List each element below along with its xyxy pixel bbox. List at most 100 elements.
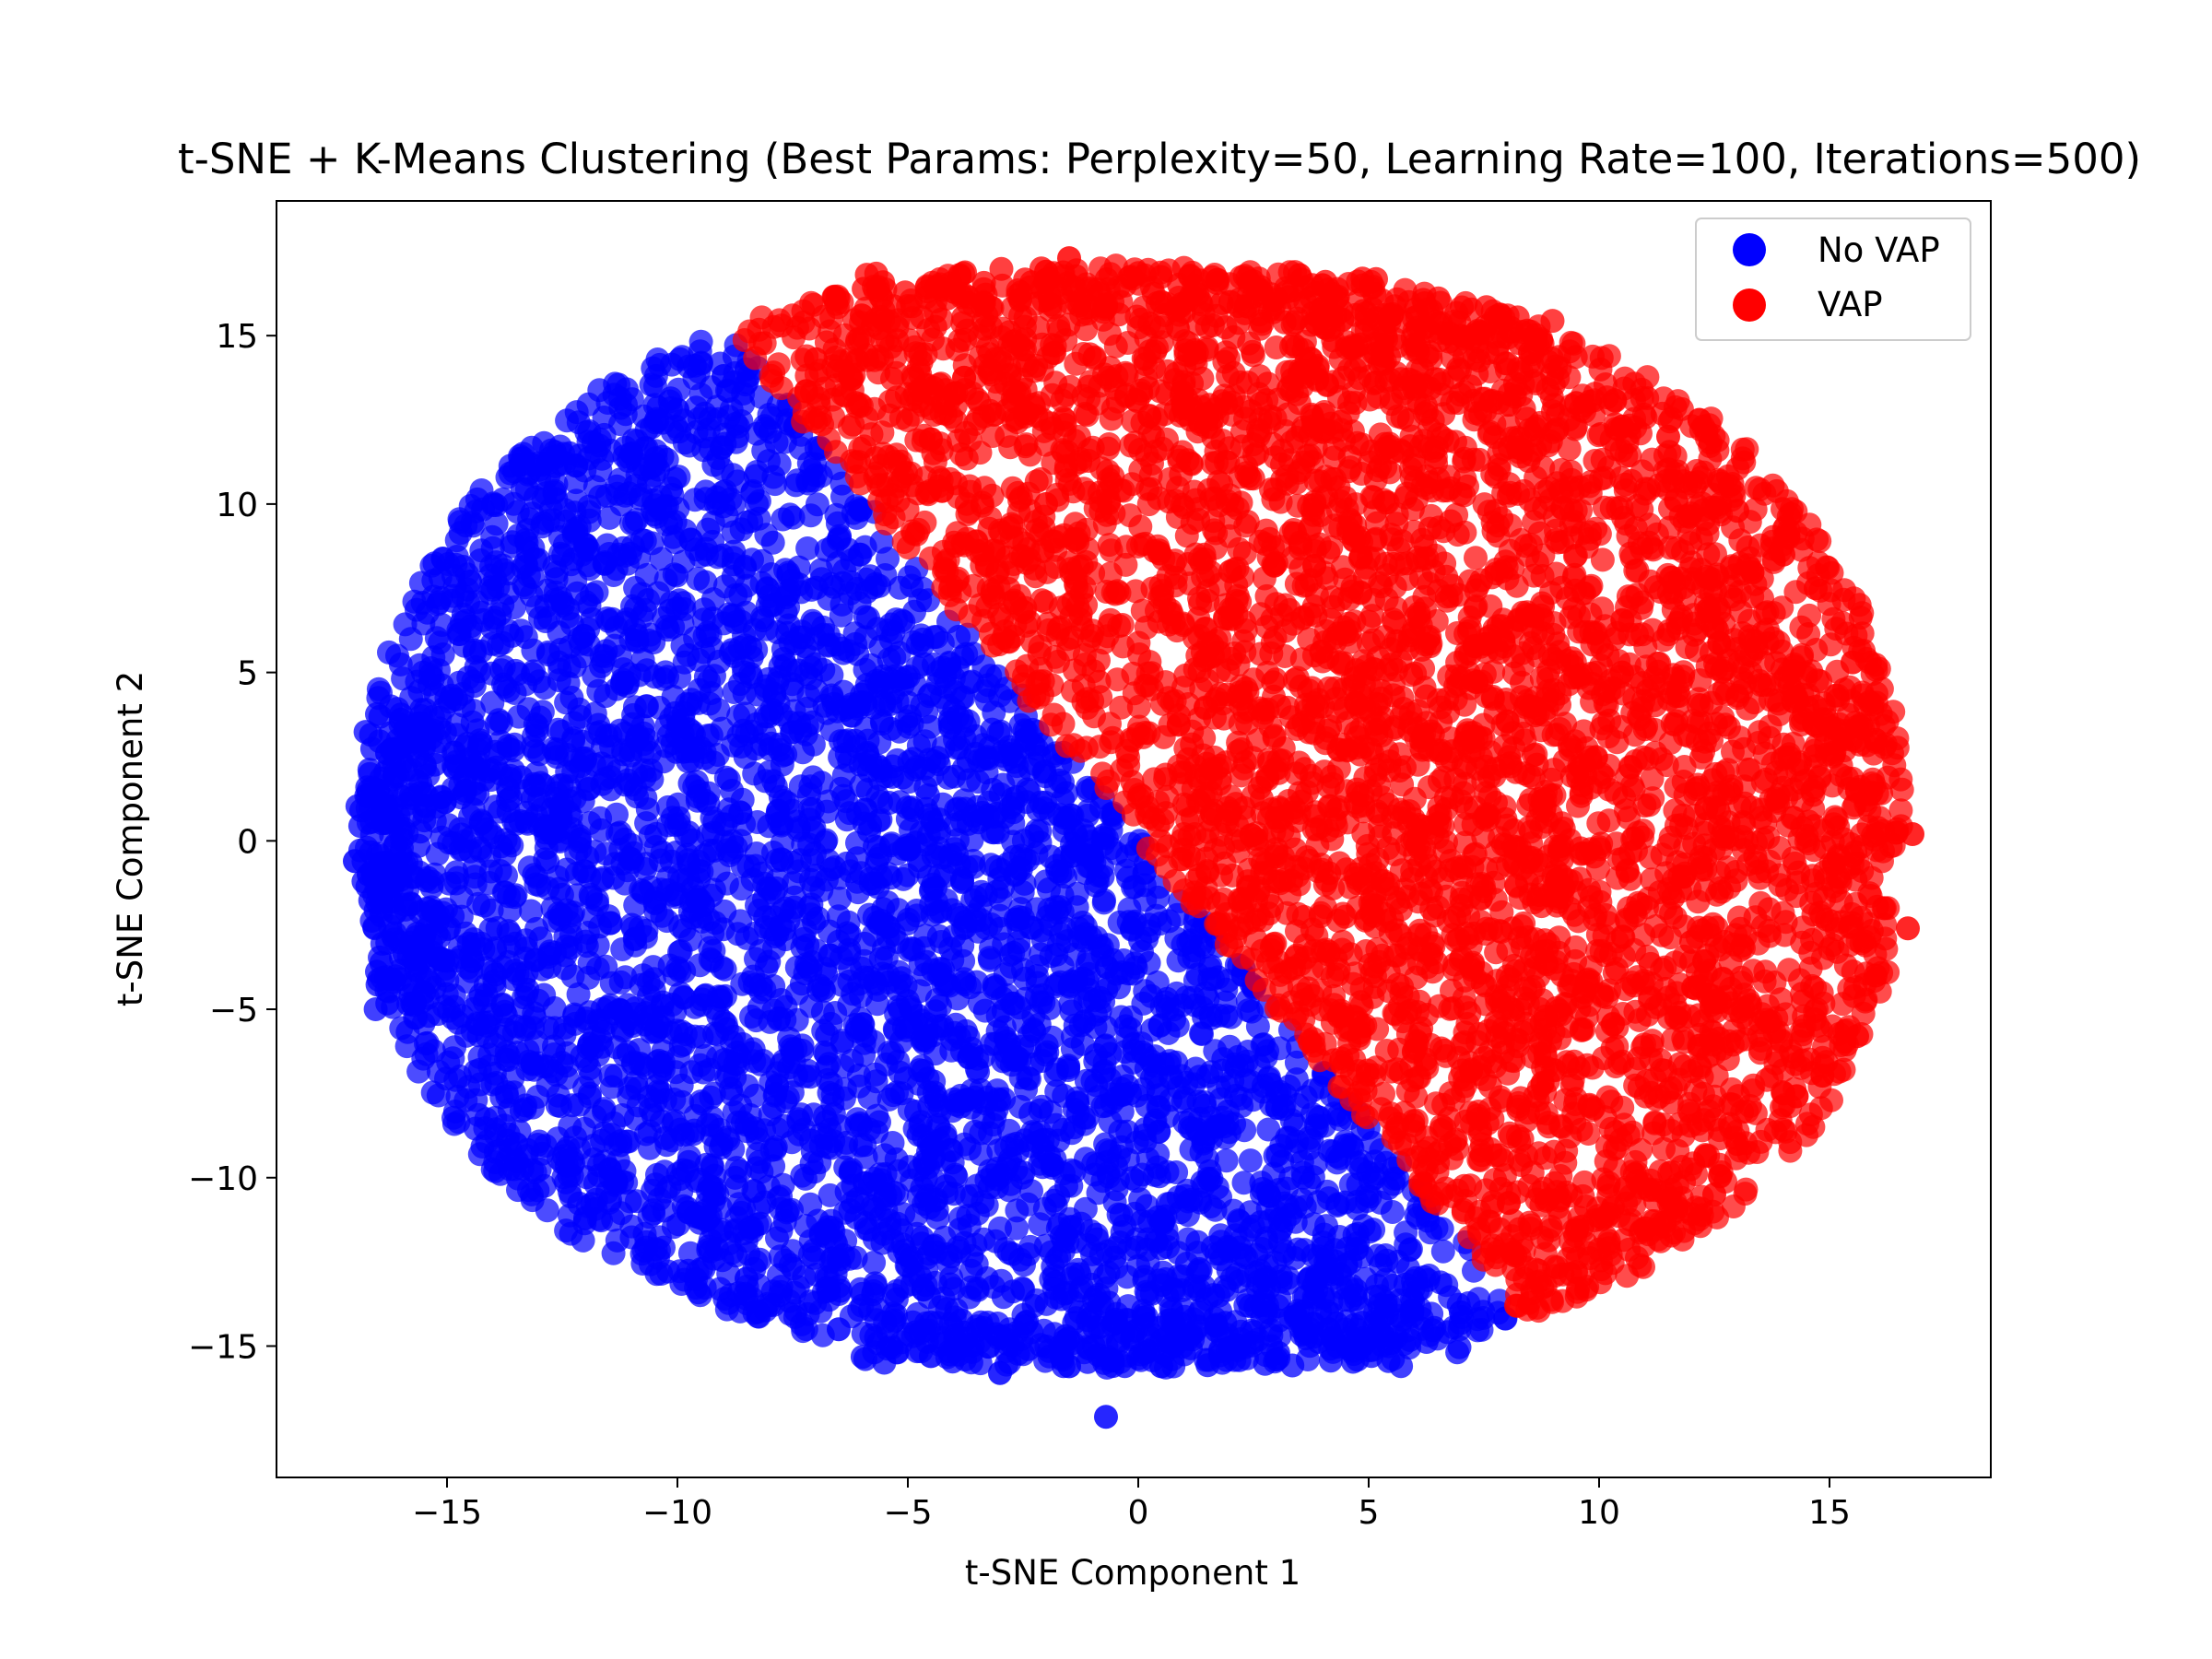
scatter-point [757,403,782,427]
scatter-point [457,618,482,643]
scatter-point [1159,1307,1183,1332]
scatter-point [747,1195,771,1220]
scatter-point [1005,1216,1029,1241]
scatter-point [375,991,400,1016]
scatter-point [1161,1278,1186,1303]
scatter-point [665,397,689,422]
scatter-point [801,819,826,844]
scatter-point [885,1211,910,1236]
scatter-point [969,1121,994,1146]
scatter-point [709,988,734,1013]
scatter-point [865,1103,889,1128]
scatter-point [1179,1335,1203,1360]
scatter-point [1176,1227,1200,1252]
scatter-point [653,734,678,759]
scatter-point [1014,726,1039,751]
scatter-point [588,914,613,939]
scatter-point [616,993,641,1018]
scatter-point [757,814,782,839]
scatter-point [988,1360,1012,1385]
scatter-point [1325,1192,1350,1217]
scatter-point [525,1051,550,1076]
scatter-point [580,606,605,631]
scatter-point [746,1142,771,1167]
scatter-point [900,1246,924,1271]
scatter-point [831,783,856,808]
scatter-point [957,1285,982,1310]
scatter-point [953,1347,978,1372]
scatter-point [981,1275,1006,1300]
scatter-point [466,738,491,763]
scatter-point [1029,990,1053,1015]
scatter-point [1106,1202,1131,1227]
scatter-points-layer [343,246,1924,1430]
scatter-point [1246,1269,1271,1294]
scatter-point [665,563,689,588]
scatter-point [786,859,811,884]
scatter-point [953,713,977,738]
scatter-point [916,1155,941,1180]
scatter-point [1151,1209,1176,1234]
scatter-point [739,1005,763,1029]
scatter-point [688,1089,713,1114]
scatter-point [530,511,555,535]
scatter-point [1172,1086,1197,1111]
scatter-point [821,1218,846,1243]
scatter-point [1361,1218,1386,1242]
scatter-point [700,806,724,830]
scatter-point [931,957,956,982]
scatter-point [665,708,690,733]
scatter-point [1022,1019,1047,1043]
scatter-point [900,798,925,822]
scatter-point [976,673,1001,698]
scatter-point [1133,979,1158,1004]
scatter-point [817,919,841,944]
scatter-point [576,777,601,802]
scatter-point [670,633,695,658]
scatter-point [889,966,914,991]
scatter-point [848,1133,873,1158]
scatter-point [463,641,488,665]
scatter-point [617,662,641,687]
scatter-point [597,505,622,530]
scatter-point [1359,1344,1383,1369]
scatter-point [1094,1405,1118,1430]
scatter-point [769,1218,794,1243]
scatter-point [1285,1093,1310,1117]
scatter-point [639,758,664,782]
scatter-point [947,796,971,821]
scatter-point [421,645,446,670]
scatter-point [791,1319,816,1344]
scatter-point [454,762,478,787]
scatter-point [732,623,756,648]
scatter-point [1094,1335,1119,1359]
scatter-point [802,1245,826,1270]
scatter-point [620,534,645,559]
scatter-point [753,1298,778,1323]
scatter-point [1006,907,1030,932]
scatter-point [1230,1226,1255,1251]
scatter-point [1253,1045,1278,1069]
scatter-point [1090,865,1115,888]
scatter-point [1065,1090,1090,1115]
scatter-point [456,665,481,690]
scatter-point [947,624,971,649]
scatter-point [758,1009,782,1034]
scatter-point [858,872,883,896]
scatter-point [696,1179,721,1204]
scatter-point [912,935,936,960]
scatter-point [712,364,735,388]
scatter-point [917,1285,941,1310]
scatter-point [769,1275,794,1300]
scatter-point [441,994,466,1019]
scatter-point [956,1204,981,1229]
scatter-point [881,922,906,947]
scatter-point [745,460,770,484]
scatter-point [1095,1149,1120,1174]
scatter-point [773,1248,797,1273]
scatter-point [805,492,830,517]
scatter-point [1350,1311,1374,1335]
scatter-point [1170,993,1194,1018]
scatter-point [815,1054,840,1079]
